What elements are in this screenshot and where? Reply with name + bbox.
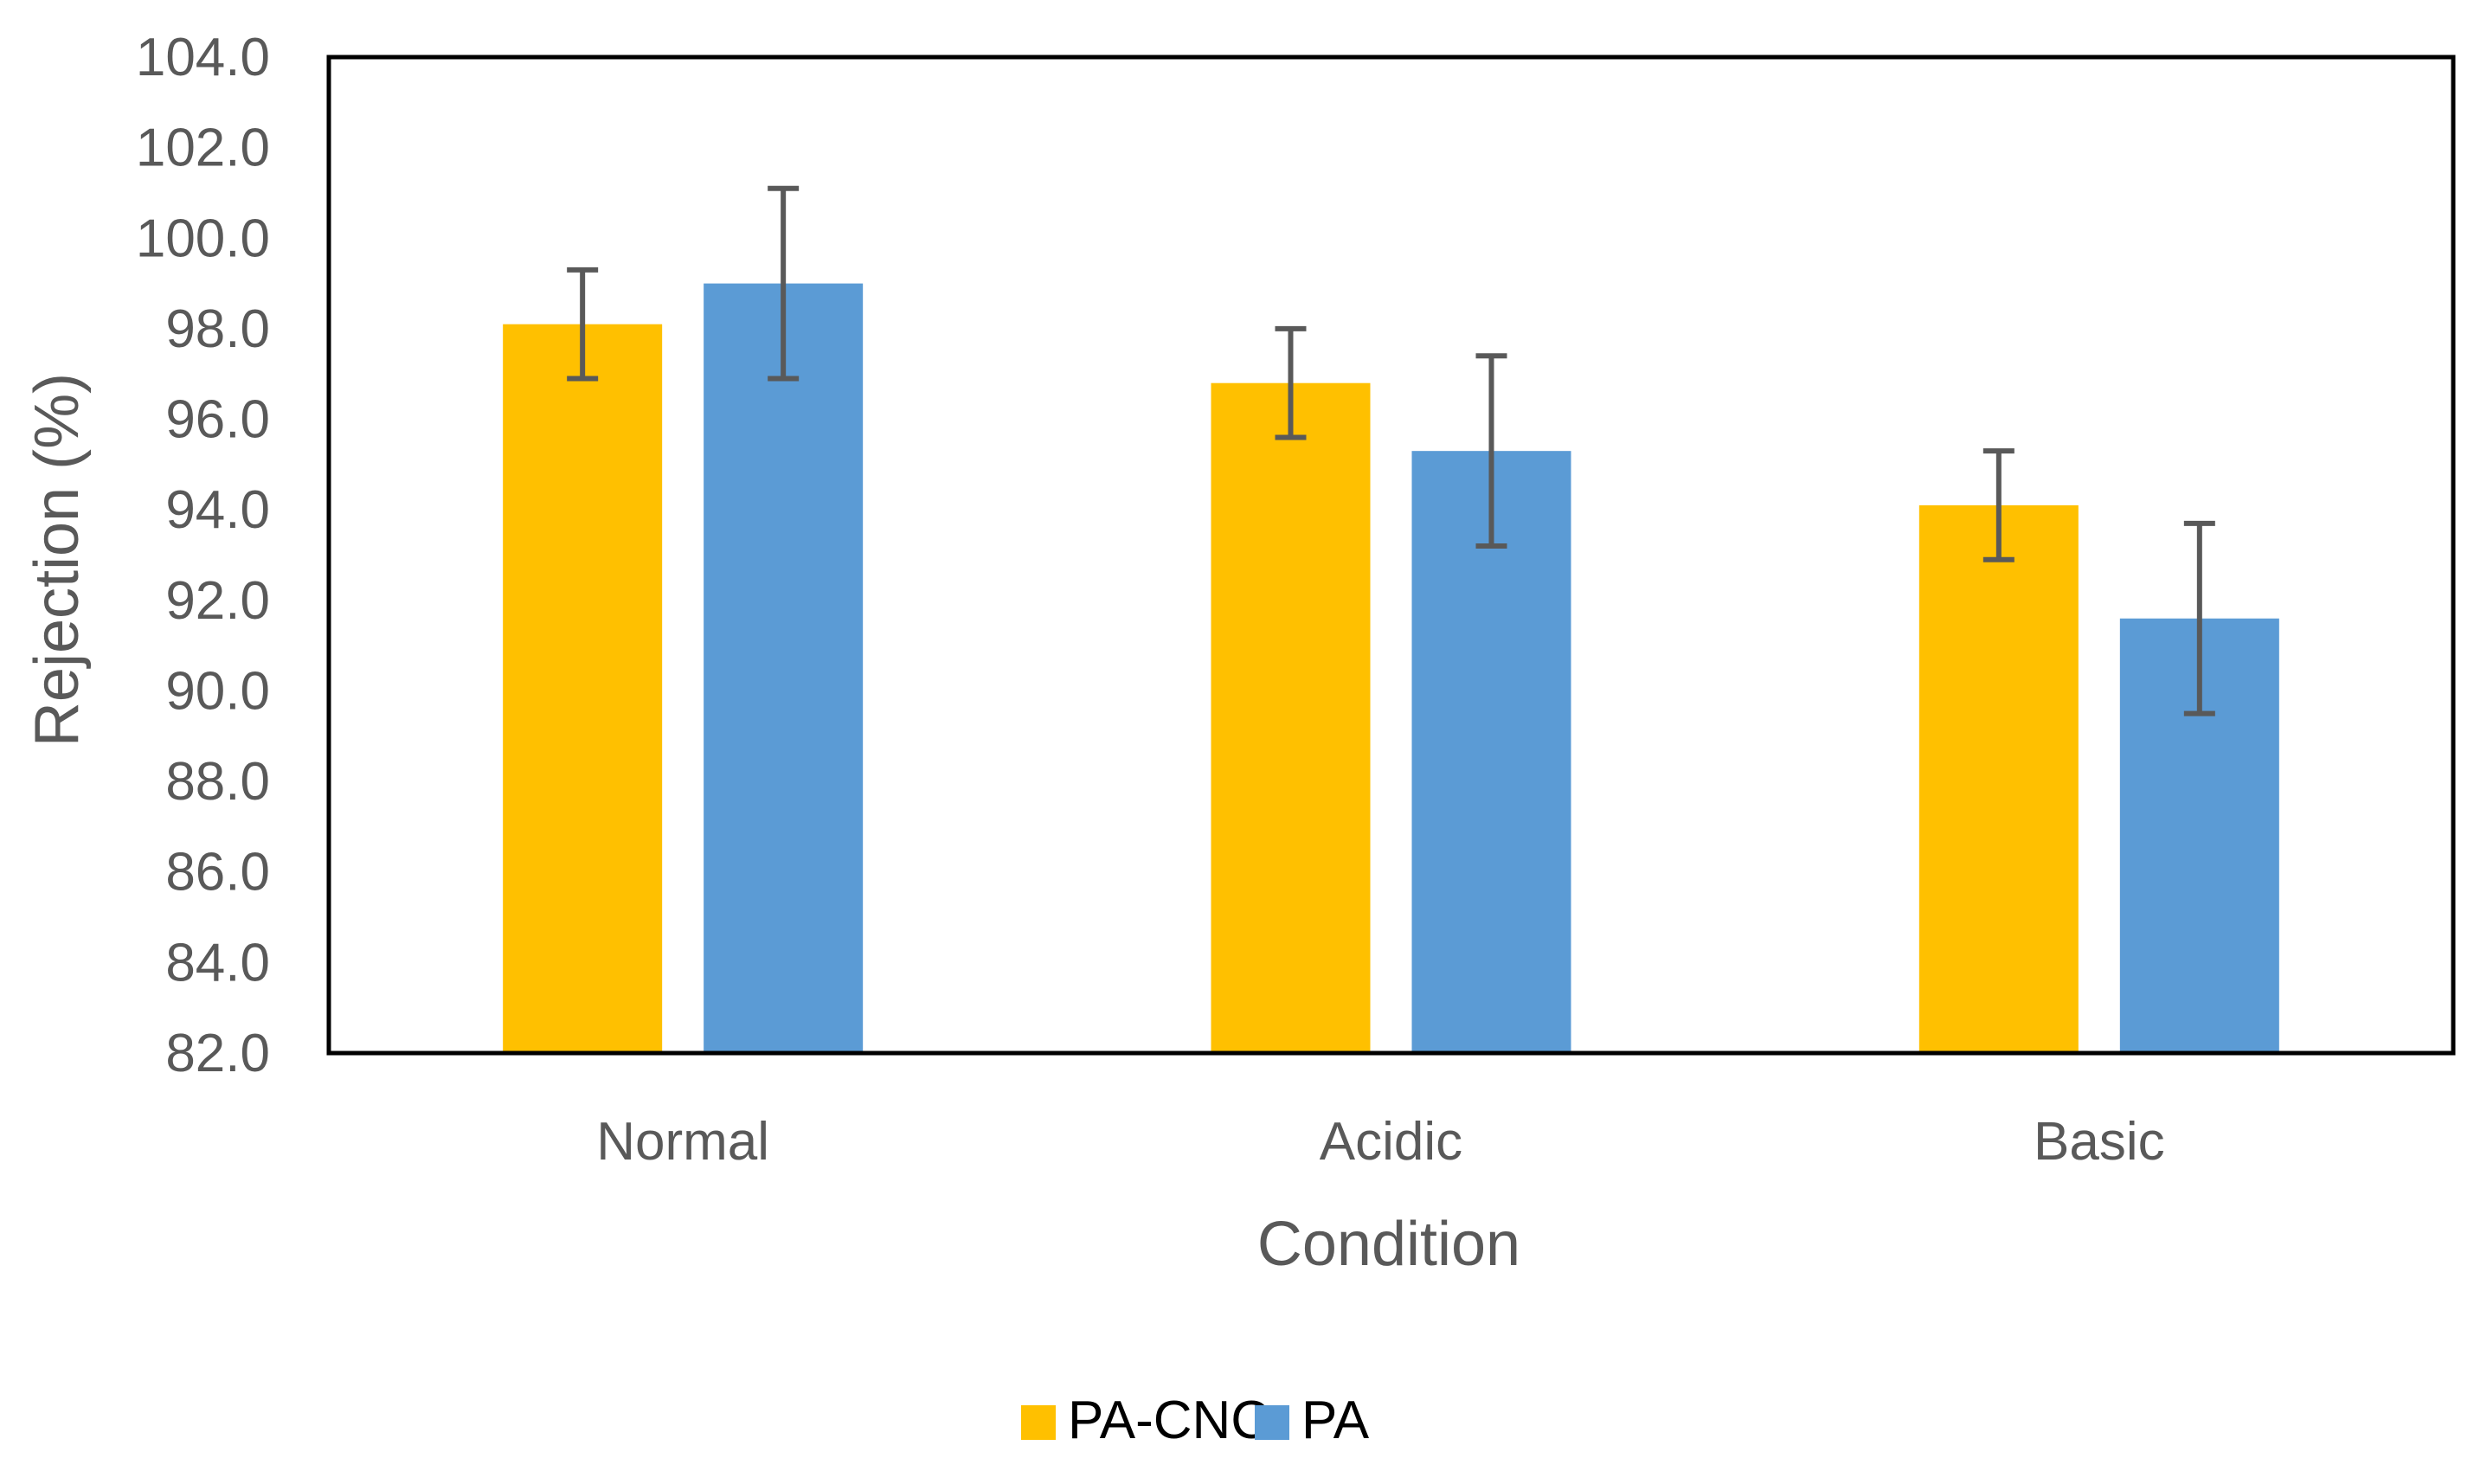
plot-area-frame — [326, 55, 2456, 1056]
y-tick-label: 86.0 — [165, 843, 270, 903]
legend-swatch-pa — [1255, 1405, 1289, 1440]
error-bars — [567, 185, 2215, 716]
bar-pa-normal — [704, 283, 864, 1053]
x-axis-title: Condition — [1257, 1210, 1520, 1279]
legend: PA-CNC PA — [1021, 1391, 1370, 1450]
error-bar-pa-acidic — [1475, 353, 1507, 549]
y-tick-label: 82.0 — [165, 1024, 270, 1083]
legend-label-pa: PA — [1301, 1391, 1370, 1450]
y-tick-label: 100.0 — [136, 209, 270, 268]
y-tick-label: 96.0 — [165, 390, 270, 450]
error-bar-pa-cnc-normal — [567, 267, 599, 382]
x-axis-category-labels: Normal Acidic Basic — [596, 1112, 2164, 1172]
bars — [503, 283, 2279, 1054]
x-category-label-acidic: Acidic — [1320, 1112, 1462, 1172]
y-tick-label: 88.0 — [165, 752, 270, 812]
y-axis-title: Rejection (%) — [22, 373, 92, 747]
bar-pa-cnc-acidic — [1211, 382, 1371, 1053]
y-tick-label: 98.0 — [165, 299, 270, 359]
y-tick-label: 102.0 — [136, 119, 270, 178]
y-tick-label: 92.0 — [165, 571, 270, 631]
legend-swatch-pa-cnc — [1021, 1405, 1056, 1440]
y-tick-label: 84.0 — [165, 933, 270, 993]
bar-pa-cnc-normal — [503, 324, 663, 1054]
bar-pa-cnc-basic — [1918, 504, 2079, 1053]
x-category-label-basic: Basic — [2034, 1112, 2165, 1172]
bar-pa-acidic — [1411, 451, 1571, 1053]
error-bar-pa-cnc-acidic — [1275, 325, 1307, 440]
error-bar-pa-normal — [768, 185, 800, 382]
y-tick-label: 104.0 — [136, 28, 270, 87]
legend-label-pa-cnc: PA-CNC — [1068, 1391, 1269, 1450]
y-axis-ticks: 82.0 84.0 86.0 88.0 90.0 92.0 94.0 96.0 98.0 100.… — [136, 28, 270, 1083]
error-bar-pa-basic — [2183, 520, 2215, 716]
y-tick-label: 94.0 — [165, 480, 270, 540]
x-category-label-normal: Normal — [596, 1112, 769, 1172]
y-tick-label: 90.0 — [165, 661, 270, 721]
error-bar-pa-cnc-basic — [1982, 448, 2015, 562]
